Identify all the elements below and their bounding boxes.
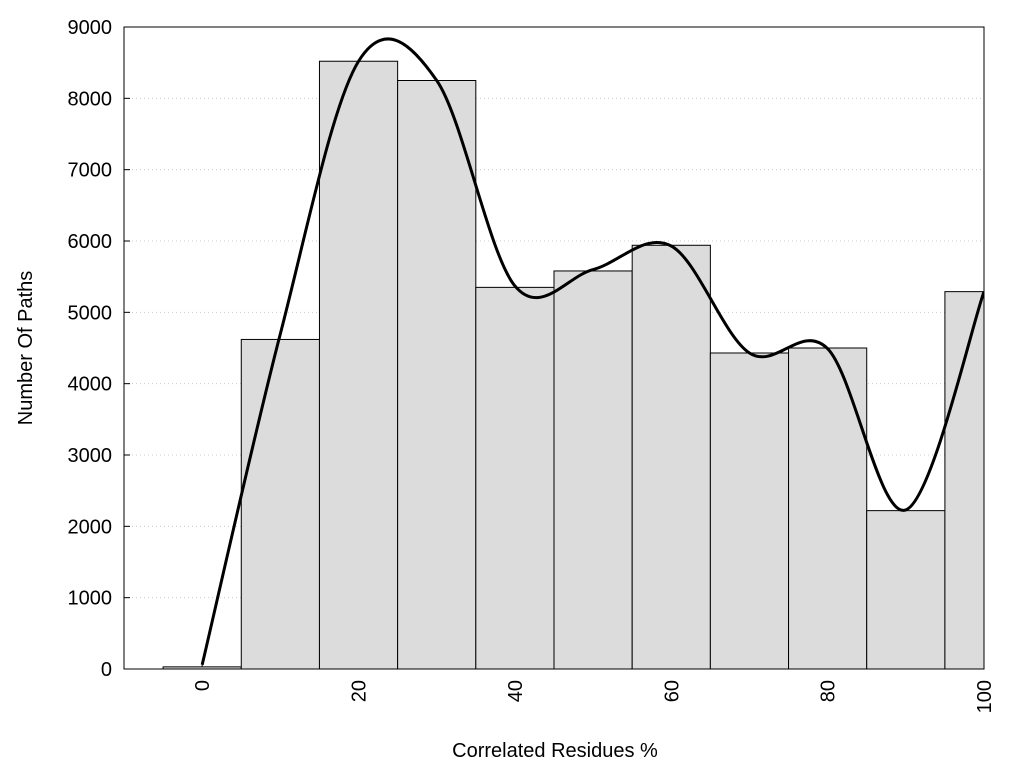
bar — [631, 244, 711, 669]
y-tick-label: 8000 — [68, 88, 113, 110]
y-tick-label: 7000 — [68, 160, 113, 182]
bar — [318, 60, 399, 669]
bar — [944, 291, 984, 669]
y-tick-label: 9000 — [68, 17, 113, 39]
x-axis-label: Correlated Residues % — [452, 740, 658, 762]
bar — [709, 352, 790, 669]
x-tick-label: 80 — [818, 680, 840, 702]
y-tick-label: 1000 — [68, 588, 113, 610]
x-tick-label: 100 — [974, 680, 996, 713]
bars — [162, 37, 984, 669]
bar — [553, 270, 633, 669]
y-tick-label: 6000 — [68, 231, 113, 253]
curve — [200, 37, 984, 666]
x-tick-label: 0 — [192, 680, 214, 691]
x-tick-label: 60 — [661, 680, 683, 702]
y-tick-label: 0 — [101, 659, 112, 681]
bar — [397, 80, 477, 669]
bar — [788, 347, 868, 669]
plot-frame — [123, 26, 985, 670]
y-axis-label: Number Of Paths — [15, 271, 37, 426]
bar — [240, 338, 320, 669]
y-tick-label: 5000 — [68, 302, 113, 324]
bar — [475, 286, 555, 669]
y-tick-label: 2000 — [68, 516, 113, 538]
y-tick-label: 3000 — [68, 445, 113, 467]
y-tick-label: 4000 — [68, 374, 113, 396]
bar — [866, 510, 946, 669]
x-tick-label: 40 — [505, 680, 527, 702]
x-tick-label: 20 — [349, 680, 371, 702]
